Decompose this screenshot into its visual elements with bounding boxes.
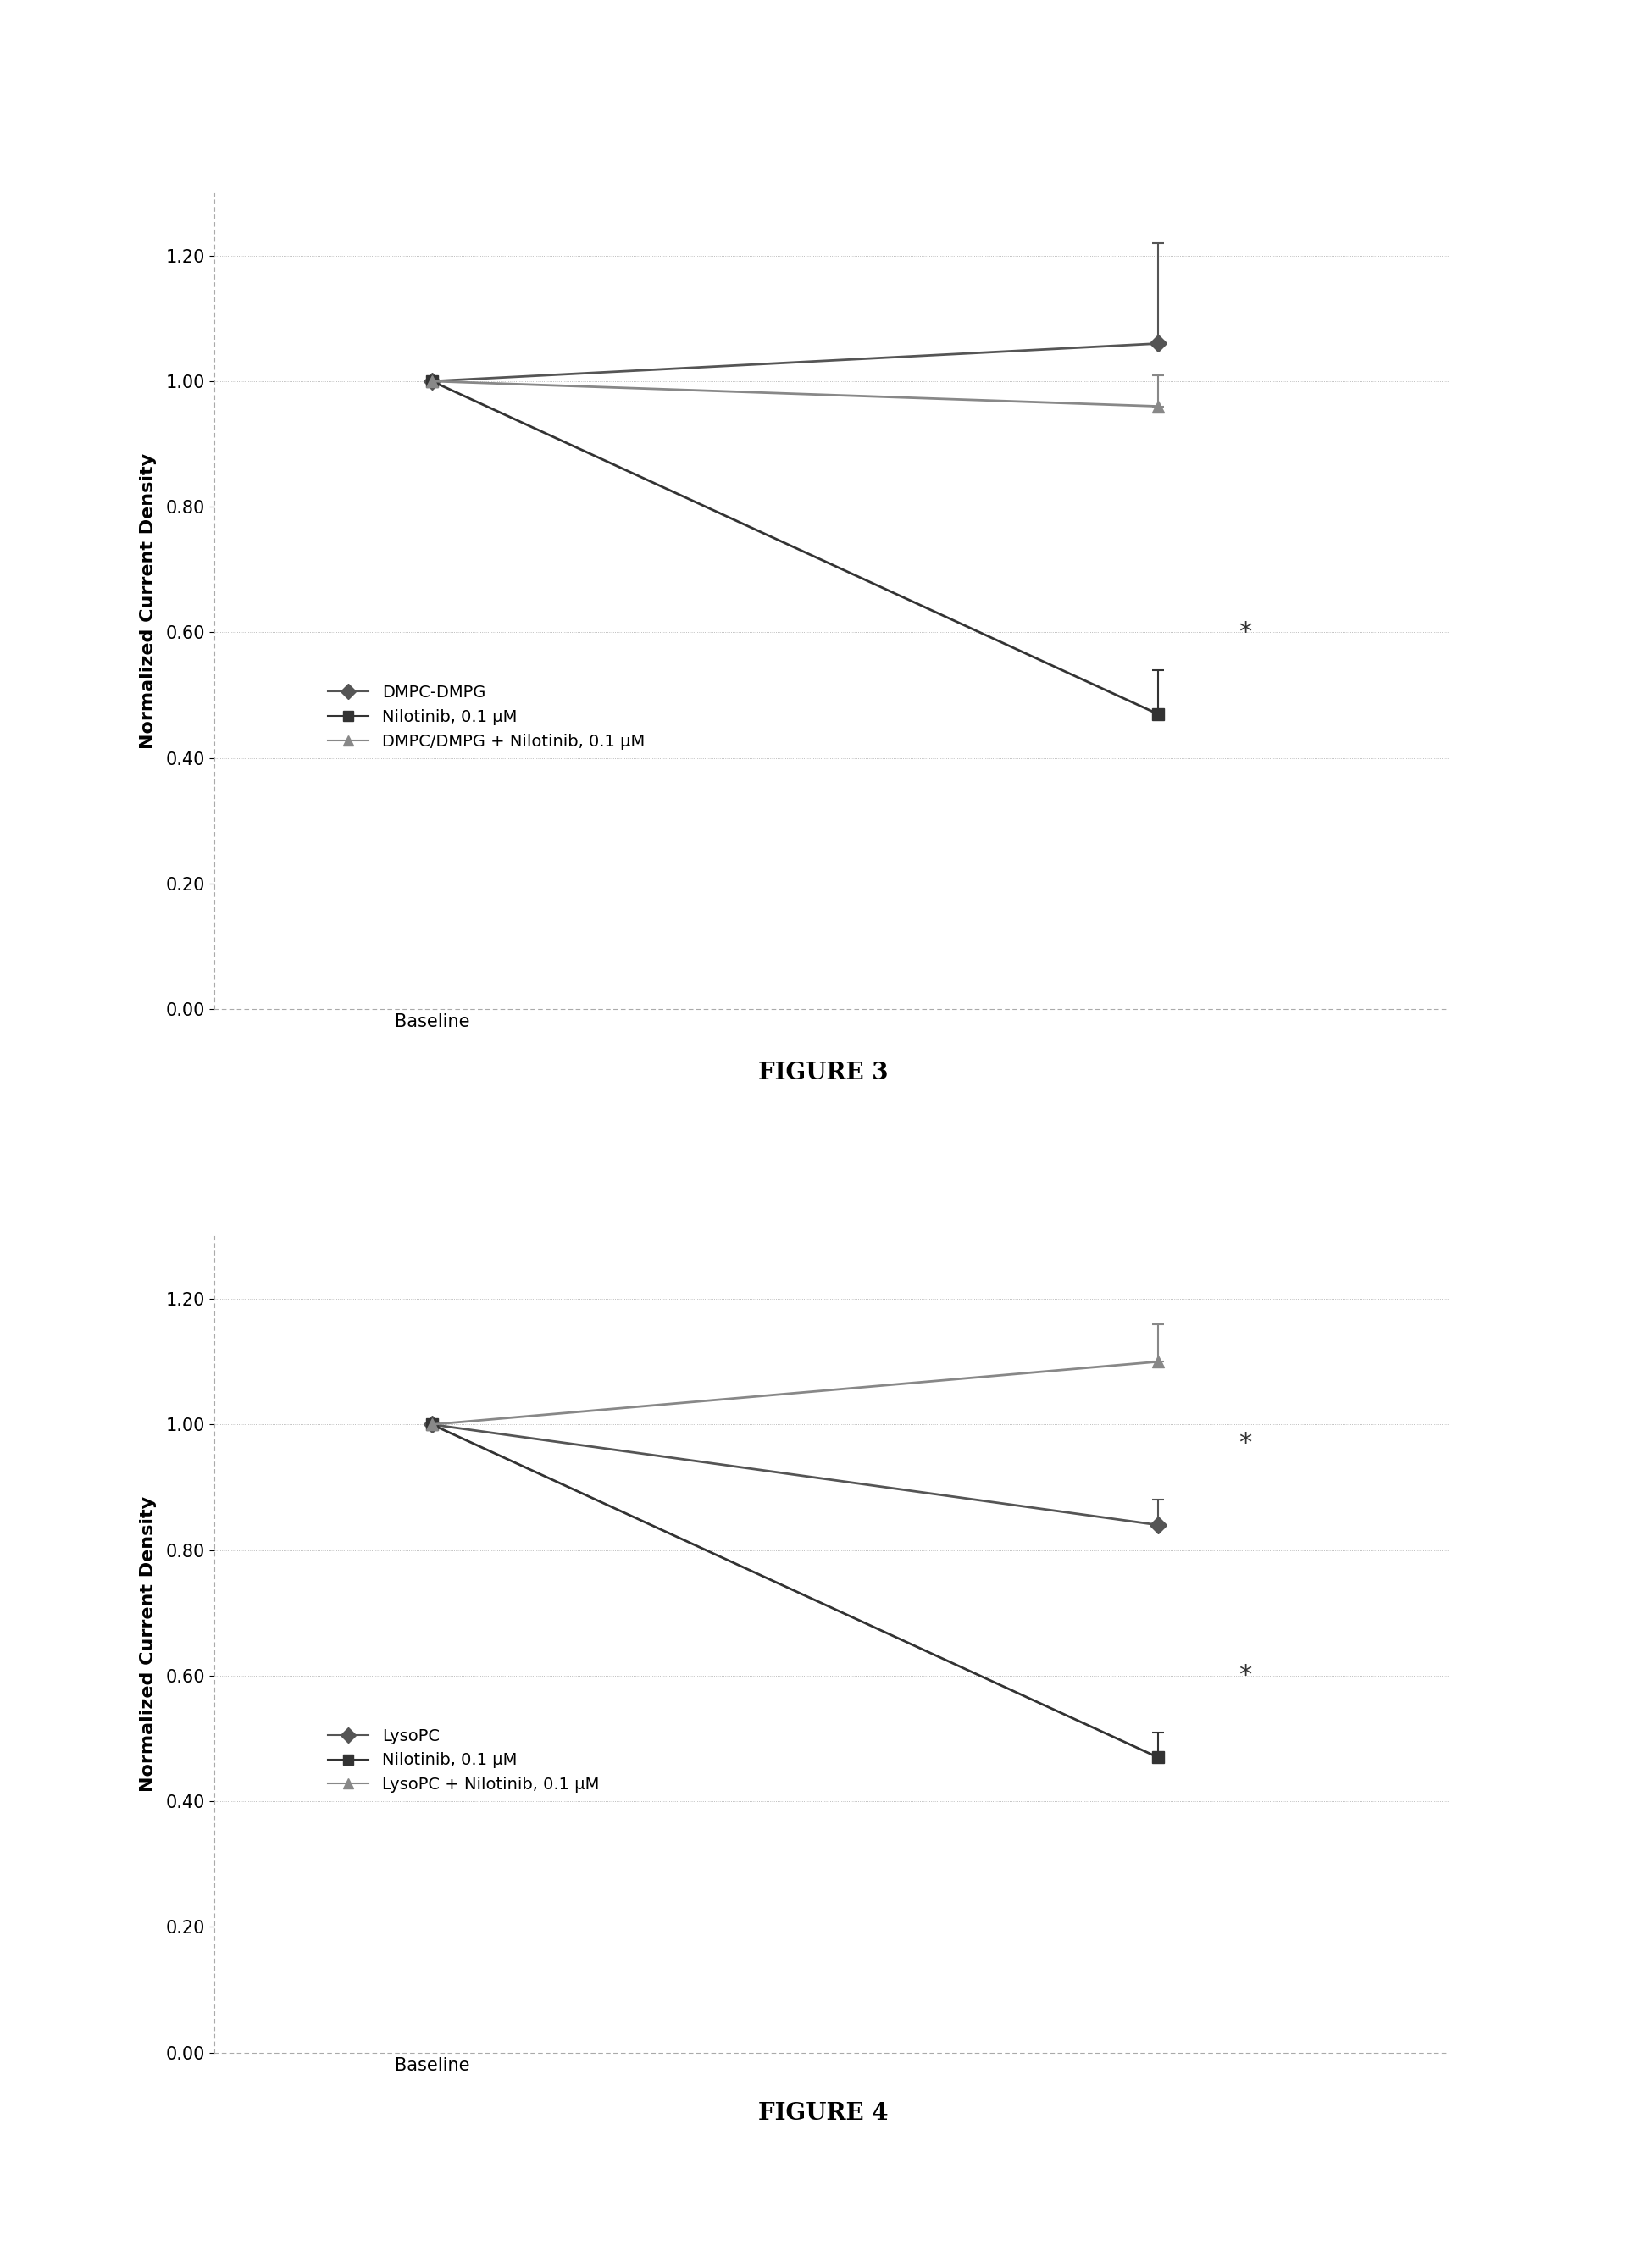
Text: *: * xyxy=(1239,1431,1251,1456)
Legend: DMPC-DMPG, Nilotinib, 0.1 μM, DMPC/DMPG + Nilotinib, 0.1 μM: DMPC-DMPG, Nilotinib, 0.1 μM, DMPC/DMPG … xyxy=(321,678,652,755)
Text: FIGURE 4: FIGURE 4 xyxy=(757,2102,889,2125)
Text: FIGURE 3: FIGURE 3 xyxy=(757,1061,889,1084)
Text: *: * xyxy=(1239,1662,1251,1687)
Text: *: * xyxy=(1239,619,1251,644)
Y-axis label: Normalized Current Density: Normalized Current Density xyxy=(140,1497,156,1792)
Legend: LysoPC, Nilotinib, 0.1 μM, LysoPC + Nilotinib, 0.1 μM: LysoPC, Nilotinib, 0.1 μM, LysoPC + Nilo… xyxy=(321,1721,606,1799)
Y-axis label: Normalized Current Density: Normalized Current Density xyxy=(140,454,156,748)
